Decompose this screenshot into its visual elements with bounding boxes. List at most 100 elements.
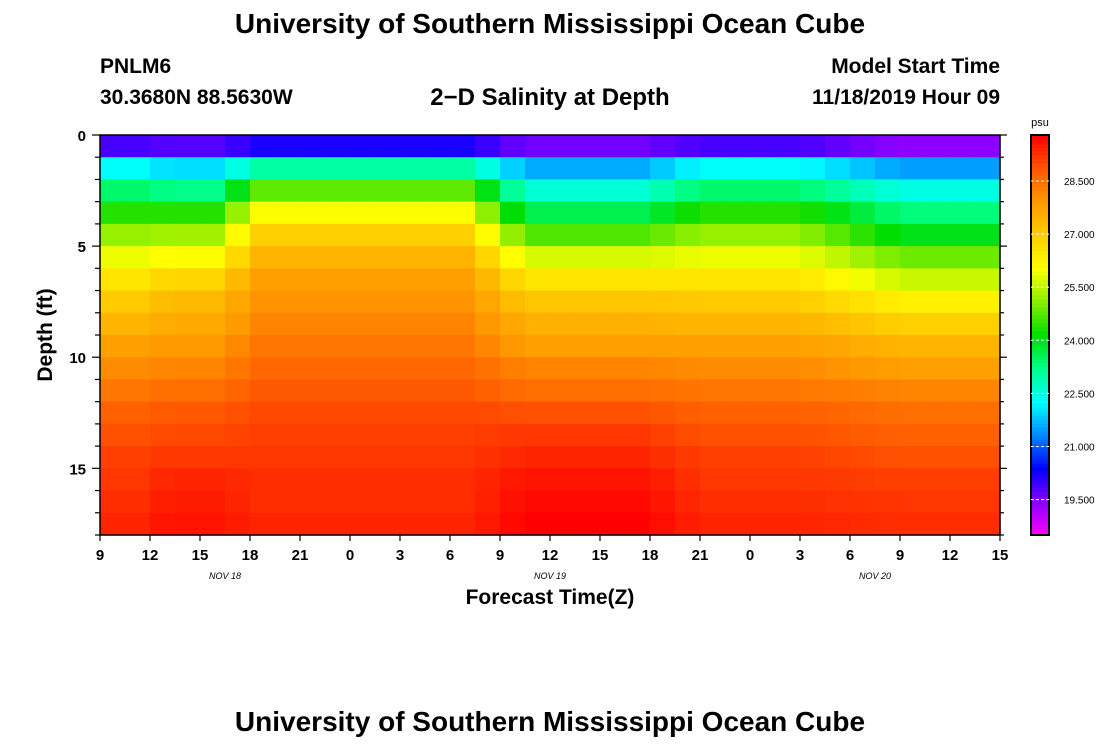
heatmap-cell [325, 357, 351, 381]
heatmap-cell [175, 357, 201, 381]
heatmap-cell [250, 335, 276, 358]
heatmap-cell [800, 512, 826, 536]
heatmap-cell [500, 246, 526, 269]
heatmap-cell [100, 290, 126, 314]
heatmap-cell [100, 446, 126, 469]
heatmap-cell [800, 179, 826, 203]
heatmap-cell [275, 490, 301, 514]
heatmap-cell [800, 201, 826, 225]
heatmap-cell [300, 201, 326, 225]
x-tick-label: 6 [846, 547, 854, 564]
heatmap-cell [100, 268, 126, 292]
heatmap-cell [125, 446, 151, 469]
heatmap-cell [700, 512, 726, 536]
heatmap-cell [950, 179, 976, 203]
heatmap-cell [800, 335, 826, 358]
heatmap-cell [425, 490, 451, 514]
heatmap-cell [900, 312, 926, 336]
heatmap-cell [925, 312, 951, 336]
heatmap-cell [800, 423, 826, 447]
heatmap-cell [850, 157, 876, 181]
heatmap-cell [675, 490, 701, 514]
heatmap-cell [225, 423, 251, 447]
colorbar-swatch [1031, 299, 1049, 304]
page-title: University of Southern Mississippi Ocean… [234, 8, 866, 39]
heatmap-cell [600, 246, 626, 269]
heatmap-cell [100, 357, 126, 381]
heatmap-cell [575, 290, 601, 314]
heatmap-cell [625, 423, 651, 447]
colorbar-swatch [1031, 351, 1049, 356]
heatmap-cell [950, 290, 976, 314]
colorbar-swatch [1031, 371, 1049, 376]
heatmap-cell [150, 490, 176, 514]
heatmap-cell [875, 379, 901, 403]
heatmap-cell [525, 157, 551, 181]
heatmap-cell [325, 290, 351, 314]
heatmap-cell [725, 246, 751, 269]
colorbar-swatch [1031, 171, 1049, 176]
heatmap-cell [700, 246, 726, 269]
colorbar-swatch [1031, 323, 1049, 328]
heatmap-cell [975, 157, 1001, 181]
x-axis-label: Forecast Time(Z) [466, 586, 635, 609]
x-tick-label: 18 [642, 547, 659, 564]
colorbar-swatch [1031, 275, 1049, 280]
heatmap-cell [825, 357, 851, 381]
colorbar-swatch [1031, 219, 1049, 224]
heatmap-cell [975, 246, 1001, 269]
heatmap-cell [750, 401, 776, 425]
heatmap-cell [300, 357, 326, 381]
heatmap-cell [950, 512, 976, 536]
heatmap-cell [275, 179, 301, 203]
colorbar-swatch [1031, 243, 1049, 248]
heatmap-cell [750, 312, 776, 336]
heatmap-cell [100, 512, 126, 536]
heatmap-cell [200, 423, 226, 447]
heatmap-cell [750, 246, 776, 269]
heatmap-cell [550, 135, 576, 158]
heatmap-cell [575, 157, 601, 181]
heatmap-cell [375, 357, 401, 381]
heatmap-cell [425, 223, 451, 247]
heatmap-cell [225, 268, 251, 292]
x-tick-label: 12 [142, 547, 159, 564]
heatmap-cell [925, 468, 951, 492]
heatmap-cell [275, 135, 301, 158]
heatmap-cell [325, 335, 351, 358]
heatmap-cell [525, 201, 551, 225]
heatmap-cell [650, 446, 676, 469]
heatmap-cell [125, 135, 151, 158]
heatmap-cell [250, 246, 276, 269]
x-tick-label: 3 [796, 547, 804, 564]
heatmap-cell [725, 223, 751, 247]
heatmap-cell [425, 446, 451, 469]
x-tick-label: 15 [992, 547, 1009, 564]
heatmap-cell [350, 290, 376, 314]
heatmap-cell [400, 512, 426, 536]
heatmap-cell [825, 512, 851, 536]
colorbar-swatch [1031, 207, 1049, 212]
heatmap-cell [125, 468, 151, 492]
heatmap-cell [500, 312, 526, 336]
heatmap-cell [875, 135, 901, 158]
heatmap-cell [850, 179, 876, 203]
heatmap-cell [475, 268, 501, 292]
colorbar-swatch [1031, 151, 1049, 156]
x-tick-label: 15 [192, 547, 209, 564]
heatmap-cell [500, 423, 526, 447]
heatmap-cell [725, 201, 751, 225]
heatmap-cell [775, 312, 801, 336]
heatmap-cell [475, 379, 501, 403]
heatmap-cell [750, 135, 776, 158]
colorbar-swatch [1031, 503, 1049, 508]
heatmap-cell [375, 179, 401, 203]
heatmap-cell [525, 179, 551, 203]
x-tick-label: 9 [496, 547, 504, 564]
heatmap-cell [925, 401, 951, 425]
heatmap-cell [725, 401, 751, 425]
heatmap-cell [750, 512, 776, 536]
heatmap-cell [850, 379, 876, 403]
heatmap-cell [950, 423, 976, 447]
